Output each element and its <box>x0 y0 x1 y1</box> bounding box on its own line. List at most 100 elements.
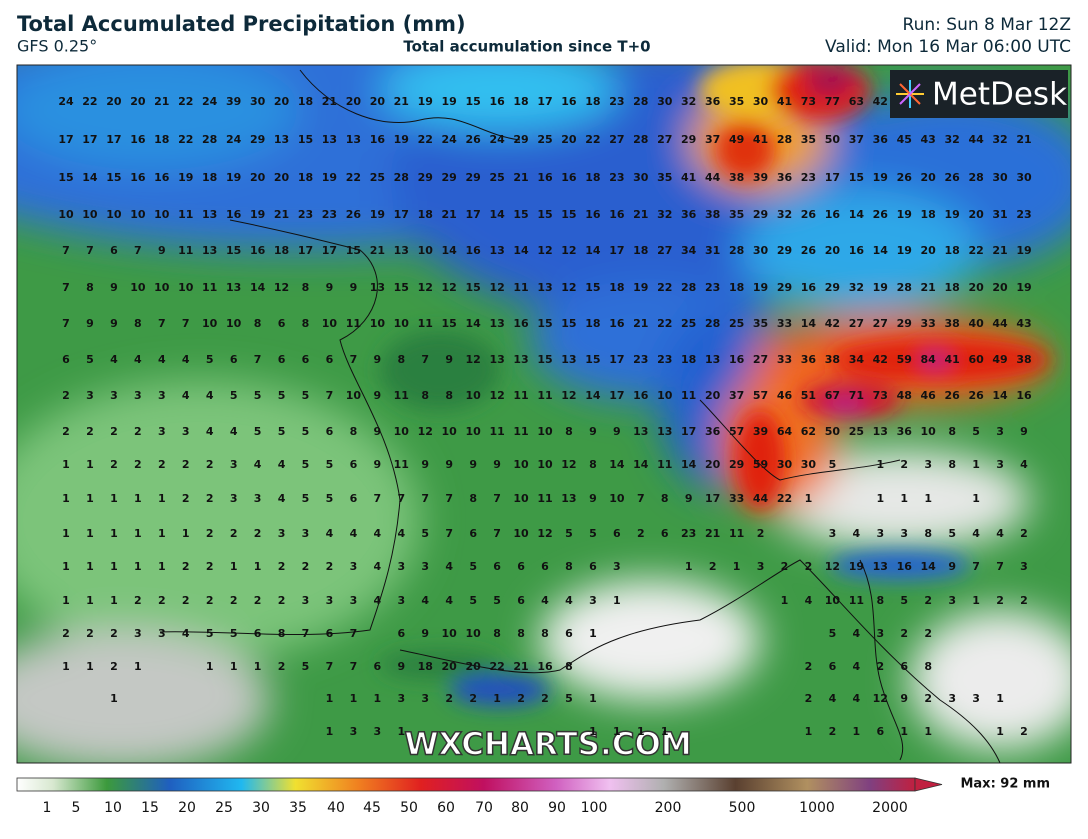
grid-value: 6 <box>876 725 884 738</box>
grid-value: 16 <box>825 208 841 221</box>
grid-value: 8 <box>493 627 501 640</box>
grid-value: 13 <box>657 425 672 438</box>
grid-value: 7 <box>254 353 262 366</box>
colorbar-tick-label: 20 <box>178 800 196 816</box>
grid-value: 5 <box>421 527 429 540</box>
grid-value: 10 <box>537 458 553 471</box>
grid-value: 19 <box>322 171 337 184</box>
grid-value: 21 <box>442 208 457 221</box>
grid-value: 32 <box>777 208 792 221</box>
grid-value: 4 <box>374 594 382 607</box>
grid-value: 3 <box>397 692 405 705</box>
grid-value: 11 <box>513 389 528 402</box>
grid-value: 19 <box>226 171 241 184</box>
grid-value: 3 <box>876 527 884 540</box>
grid-value: 3 <box>613 560 621 573</box>
grid-value: 1 <box>350 692 358 705</box>
colorbar-arrow <box>914 777 943 792</box>
grid-value: 10 <box>513 458 529 471</box>
grid-value: 4 <box>206 389 214 402</box>
grid-value: 2 <box>278 594 286 607</box>
grid-value: 18 <box>944 244 959 257</box>
grid-value: 29 <box>897 317 912 330</box>
grid-value: 2 <box>230 527 238 540</box>
grid-value: 26 <box>944 389 960 402</box>
grid-value: 3 <box>757 560 765 573</box>
grid-value: 42 <box>825 317 840 330</box>
grid-value: 18 <box>585 95 600 108</box>
grid-value: 19 <box>897 244 912 257</box>
grid-value: 25 <box>681 317 696 330</box>
grid-value: 23 <box>801 171 816 184</box>
grid-value: 12 <box>274 281 289 294</box>
grid-value: 5 <box>206 627 214 640</box>
grid-value: 22 <box>346 171 361 184</box>
grid-value: 36 <box>705 95 721 108</box>
grid-value: 34 <box>849 353 865 366</box>
grid-value: 11 <box>178 244 193 257</box>
grid-value: 57 <box>729 425 744 438</box>
grid-value: 4 <box>374 527 382 540</box>
grid-value: 10 <box>394 317 410 330</box>
grid-value: 10 <box>537 425 553 438</box>
grid-value: 5 <box>829 627 837 640</box>
grid-value: 4 <box>182 389 190 402</box>
grid-value: 13 <box>873 425 888 438</box>
grid-value: 21 <box>705 527 720 540</box>
grid-value: 5 <box>493 594 501 607</box>
title: Total Accumulated Precipitation (mm) <box>17 12 466 36</box>
grid-value: 71 <box>849 389 864 402</box>
grid-value: 67 <box>825 389 840 402</box>
grid-value: 28 <box>394 171 409 184</box>
grid-value: 11 <box>489 425 504 438</box>
grid-value: 33 <box>921 317 936 330</box>
grid-value: 10 <box>346 389 362 402</box>
grid-value: 20 <box>992 281 1008 294</box>
map-frame <box>16 64 1072 764</box>
grid-value: 7 <box>62 244 70 257</box>
grid-value: 48 <box>897 389 912 402</box>
grid-value: 13 <box>633 425 648 438</box>
grid-value: 25 <box>489 171 504 184</box>
grid-value: 64 <box>777 425 793 438</box>
grid-value: 36 <box>705 425 721 438</box>
grid-value: 9 <box>589 492 597 505</box>
grid-value: 10 <box>465 389 481 402</box>
grid-value: 15 <box>298 133 313 146</box>
grid-value: 12 <box>465 353 480 366</box>
grid-value: 73 <box>801 95 816 108</box>
grid-value: 18 <box>944 281 959 294</box>
grid-value: 41 <box>944 353 959 366</box>
grid-value: 13 <box>561 353 576 366</box>
grid-value: 2 <box>805 560 813 573</box>
grid-value: 1 <box>397 725 405 738</box>
colorbar-tick-label: 40 <box>327 800 345 816</box>
grid-value: 17 <box>681 425 696 438</box>
grid-value: 2 <box>206 458 214 471</box>
grid-value: 33 <box>777 353 792 366</box>
grid-value: 9 <box>158 244 166 257</box>
grid-value: 2 <box>996 594 1004 607</box>
subtitle: Total accumulation since T+0 <box>403 38 650 56</box>
grid-value: 21 <box>274 208 289 221</box>
grid-value: 4 <box>421 594 429 607</box>
grid-value: 7 <box>493 492 501 505</box>
grid-value: 16 <box>561 95 577 108</box>
grid-value: 27 <box>609 133 624 146</box>
grid-value: 32 <box>992 133 1007 146</box>
grid-value: 3 <box>350 725 358 738</box>
grid-value: 21 <box>394 95 409 108</box>
watermark: WXCHARTS.COM <box>404 727 691 763</box>
grid-value: 2 <box>254 527 262 540</box>
grid-value: 8 <box>278 627 286 640</box>
grid-value: 13 <box>394 244 409 257</box>
grid-value: 2 <box>924 627 932 640</box>
grid-value: 6 <box>397 627 405 640</box>
grid-value: 2 <box>781 560 789 573</box>
grid-value: 5 <box>900 594 908 607</box>
grid-value: 6 <box>278 353 286 366</box>
grid-value: 7 <box>350 660 358 673</box>
grid-value: 26 <box>873 208 889 221</box>
grid-value: 22 <box>82 95 97 108</box>
grid-value: 18 <box>298 171 313 184</box>
